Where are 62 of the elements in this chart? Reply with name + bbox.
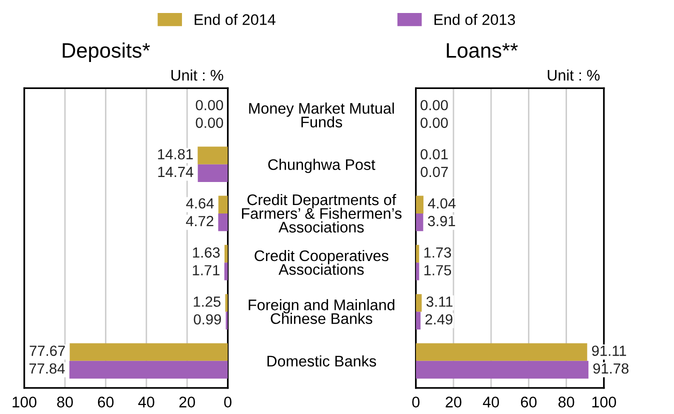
- data-label: 4.72: [186, 216, 214, 226]
- x-tick-label: 20: [446, 396, 462, 408]
- bar: [70, 343, 228, 361]
- data-label: 3.91: [428, 216, 456, 226]
- bar: [218, 213, 228, 232]
- x-tick-label: 80: [558, 396, 574, 408]
- data-label: 0.00: [196, 100, 224, 110]
- chart-title: Deposits*: [62, 42, 150, 62]
- data-label: 0.99: [194, 314, 221, 325]
- data-label: 1.71: [192, 265, 220, 276]
- data-label: 91.11: [592, 346, 626, 356]
- data-label: 1.25: [194, 296, 220, 307]
- bar: [416, 343, 588, 361]
- data-label: 0.00: [420, 100, 448, 110]
- data-label: 0.07: [420, 166, 448, 178]
- bar: [69, 360, 228, 379]
- y-tick-label: Credit Cooperatives Associations: [254, 250, 388, 275]
- bar: [416, 312, 421, 330]
- y-tick-label: Credit Departments of Farmers’ & Fishermen’s Associations: [242, 194, 402, 233]
- data-label: 0.00: [420, 118, 448, 128]
- x-tick-label: 80: [57, 396, 73, 408]
- x-tick-label: 60: [520, 396, 537, 408]
- data-label: 0.00: [196, 118, 224, 128]
- bar: [416, 196, 424, 214]
- bar: [416, 244, 420, 263]
- bar: [416, 262, 420, 280]
- bar: [416, 294, 422, 312]
- y-tick-label: Money Market Mutual Funds: [249, 102, 394, 128]
- y-tick-label: Chunghwa Post: [268, 158, 376, 174]
- x-tick-label: 100: [592, 396, 616, 408]
- data-label: 1.73: [424, 247, 452, 258]
- x-tick-label: 0: [224, 396, 232, 408]
- x-tick-label: 20: [179, 396, 195, 408]
- data-label: 4.04: [428, 198, 456, 209]
- data-label: 3.11: [426, 296, 452, 307]
- bar: [416, 360, 588, 379]
- bar: [416, 213, 424, 232]
- x-tick-label: 60: [98, 396, 114, 408]
- data-label: 4.64: [186, 198, 214, 209]
- data-label: 14.81: [158, 149, 193, 160]
- chart-title: Loans**: [446, 43, 518, 58]
- bar: [198, 146, 228, 164]
- data-label: 14.74: [158, 166, 194, 177]
- data-label: 1.75: [424, 265, 452, 276]
- y-tick-label: Domestic Banks: [267, 355, 376, 367]
- x-tick-label: 40: [138, 396, 154, 408]
- text: Unit : %: [548, 69, 600, 81]
- data-label: 91.78: [593, 363, 628, 374]
- data-label: 0.01: [420, 149, 448, 160]
- bar: [218, 196, 228, 214]
- legend-label: End of 2014: [194, 14, 276, 26]
- x-tick-label: 0: [412, 396, 420, 408]
- bar: [198, 164, 228, 182]
- x-tick-label: 40: [482, 396, 499, 408]
- data-label: 2.49: [425, 314, 452, 325]
- data-label: 1.63: [193, 247, 220, 258]
- x-tick-label: 100: [12, 396, 36, 408]
- data-label: 77.67: [30, 346, 65, 356]
- y-tick-label: Foreign and Mainland Chinese Banks: [248, 299, 394, 324]
- text: Unit : %: [171, 69, 224, 81]
- legend-label: End of 2013: [434, 14, 515, 26]
- data-label: 77.84: [29, 363, 65, 374]
